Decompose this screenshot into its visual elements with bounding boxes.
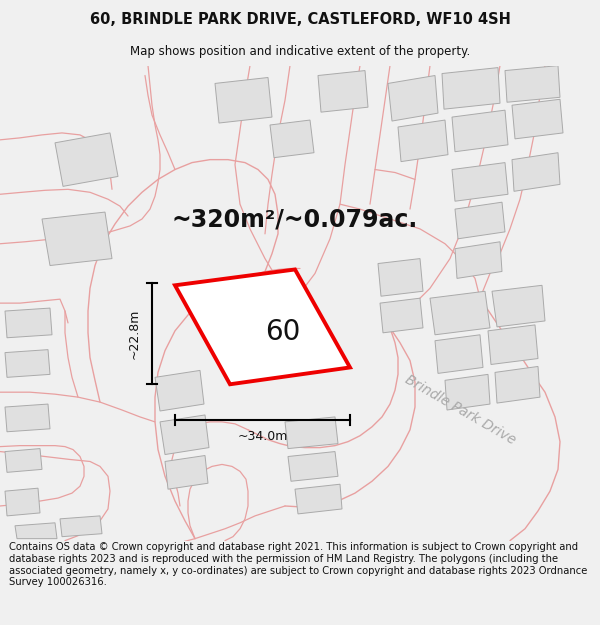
Polygon shape	[270, 120, 314, 158]
Polygon shape	[380, 298, 423, 332]
Text: Brindle Park Drive: Brindle Park Drive	[402, 372, 518, 448]
Polygon shape	[388, 76, 438, 121]
Polygon shape	[215, 78, 272, 123]
Polygon shape	[42, 212, 112, 266]
Polygon shape	[505, 66, 560, 102]
Polygon shape	[512, 99, 563, 139]
Polygon shape	[5, 349, 50, 378]
Polygon shape	[165, 456, 208, 489]
Polygon shape	[295, 484, 342, 514]
Polygon shape	[488, 325, 538, 364]
Polygon shape	[445, 374, 490, 410]
Polygon shape	[60, 516, 102, 537]
Polygon shape	[452, 162, 508, 201]
Text: 60: 60	[265, 318, 300, 346]
Polygon shape	[15, 522, 57, 539]
Polygon shape	[5, 404, 50, 432]
Text: ~34.0m: ~34.0m	[238, 430, 287, 443]
Polygon shape	[155, 371, 204, 411]
Polygon shape	[5, 488, 40, 516]
Text: Map shows position and indicative extent of the property.: Map shows position and indicative extent…	[130, 45, 470, 58]
Text: ~320m²/~0.079ac.: ~320m²/~0.079ac.	[172, 207, 418, 231]
Text: Contains OS data © Crown copyright and database right 2021. This information is : Contains OS data © Crown copyright and d…	[9, 542, 587, 588]
Polygon shape	[455, 202, 505, 239]
Polygon shape	[5, 308, 52, 338]
Polygon shape	[452, 110, 508, 152]
Polygon shape	[442, 68, 500, 109]
Polygon shape	[160, 415, 209, 454]
Polygon shape	[495, 366, 540, 403]
Polygon shape	[512, 152, 560, 191]
Polygon shape	[5, 449, 42, 472]
Polygon shape	[55, 133, 118, 186]
Polygon shape	[175, 269, 350, 384]
Polygon shape	[492, 285, 545, 327]
Polygon shape	[285, 417, 338, 449]
Polygon shape	[435, 335, 483, 373]
Text: ~22.8m: ~22.8m	[128, 309, 140, 359]
Polygon shape	[398, 120, 448, 162]
Polygon shape	[430, 291, 490, 335]
Text: 60, BRINDLE PARK DRIVE, CASTLEFORD, WF10 4SH: 60, BRINDLE PARK DRIVE, CASTLEFORD, WF10…	[89, 12, 511, 27]
Polygon shape	[288, 451, 338, 481]
Polygon shape	[318, 71, 368, 112]
Polygon shape	[378, 259, 423, 296]
Polygon shape	[455, 242, 502, 278]
